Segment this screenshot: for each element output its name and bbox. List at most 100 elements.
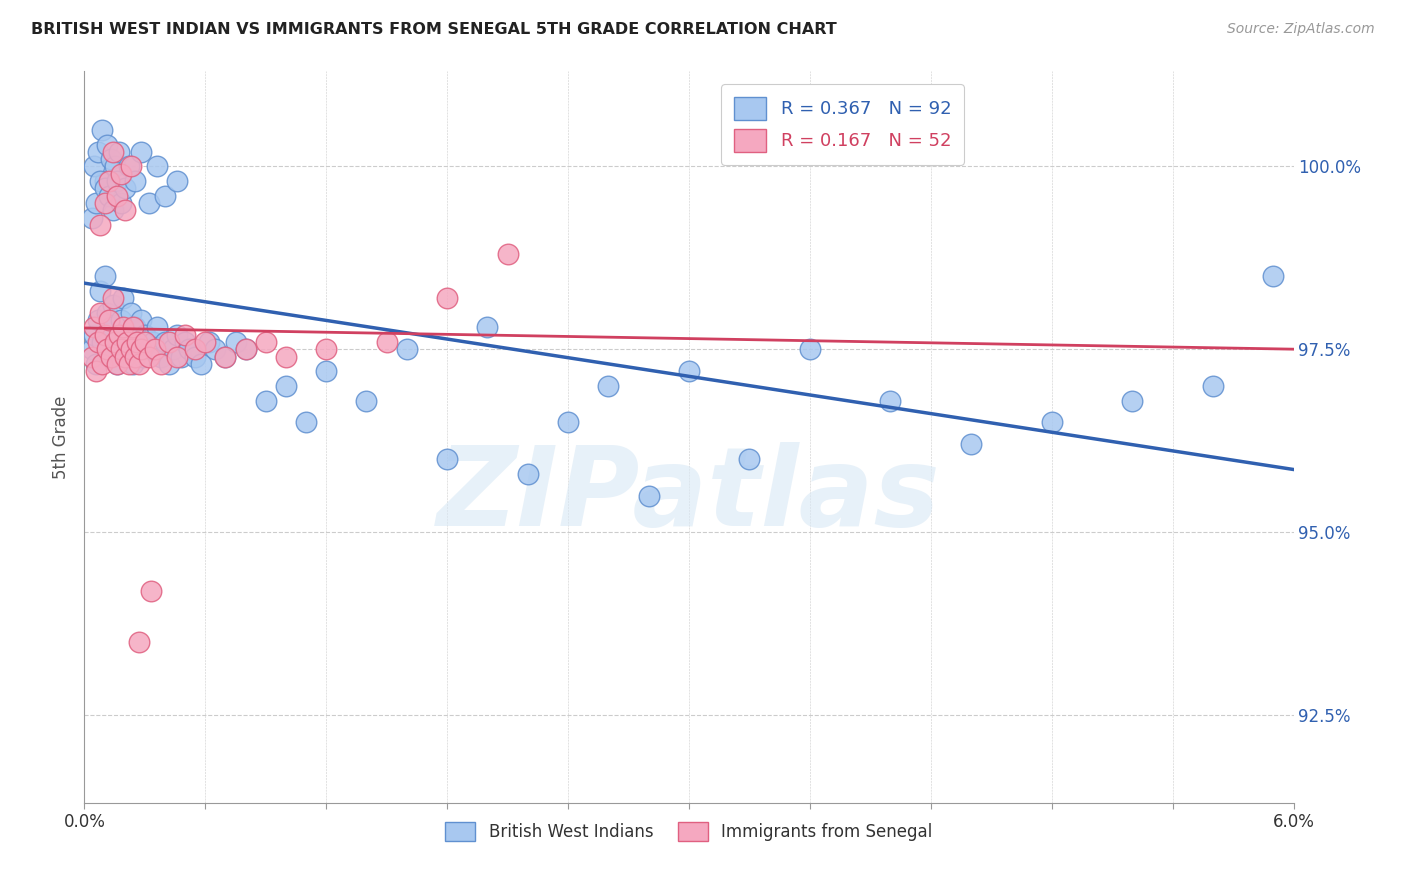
Point [477,320,499,334]
Point [134,334,156,349]
Point [204,343,226,357]
Point [93,174,115,188]
Point [153,188,176,202]
Point [118,334,141,349]
Point [214,350,236,364]
Point [105,188,128,202]
Point [139,583,162,598]
Point [104,334,127,349]
Point [1121,393,1143,408]
Text: Source: ZipAtlas.com: Source: ZipAtlas.com [1227,22,1375,37]
Point [516,467,538,481]
Point [235,343,257,357]
Point [110,167,132,181]
Point [315,364,337,378]
Point [91,123,114,137]
Point [124,174,146,188]
Point [104,160,127,174]
Point [146,320,169,334]
Point [678,364,700,378]
Point [82,343,104,357]
Point [879,393,901,408]
Point [110,313,132,327]
Point [97,174,120,188]
Point [111,291,134,305]
Point [162,343,184,357]
Point [120,160,142,174]
Point [87,313,110,327]
Point [100,152,122,166]
Point [436,452,458,467]
Point [143,343,166,357]
Point [120,343,142,357]
Point [110,343,132,357]
Point [91,357,114,371]
Point [105,357,128,371]
Point [198,334,221,349]
Point [93,327,115,342]
Point [274,350,297,364]
Point [115,334,138,349]
Point [184,350,207,364]
Point [93,181,115,195]
Point [114,327,136,342]
Point [114,203,136,218]
Point [89,174,111,188]
Point [557,416,579,430]
Point [111,320,134,334]
Point [129,145,152,159]
Point [96,137,118,152]
Point [149,350,172,364]
Point [82,211,104,225]
Point [138,350,160,364]
Point [134,327,156,342]
Point [157,357,180,371]
Point [1040,416,1063,430]
Point [114,181,136,195]
Point [356,393,378,408]
Point [101,291,124,305]
Point [254,393,277,408]
Point [89,306,111,320]
Point [124,350,146,364]
Point [97,313,120,327]
Point [496,247,519,261]
Point [214,350,236,364]
Text: ZIPatlas: ZIPatlas [437,442,941,549]
Point [105,357,128,371]
Point [190,357,212,371]
Point [83,320,105,334]
Point [96,306,118,320]
Point [166,174,188,188]
Point [179,343,201,357]
Point [97,350,120,364]
Point [146,160,169,174]
Point [101,145,124,159]
Point [174,327,197,342]
Point [107,145,129,159]
Point [124,320,146,334]
Point [225,334,247,349]
Point [91,334,114,349]
Point [254,334,277,349]
Point [1202,379,1225,393]
Point [138,196,160,211]
Point [128,357,150,371]
Text: BRITISH WEST INDIAN VS IMMIGRANTS FROM SENEGAL 5TH GRADE CORRELATION CHART: BRITISH WEST INDIAN VS IMMIGRANTS FROM S… [31,22,837,37]
Point [184,343,207,357]
Point [170,350,193,364]
Point [104,334,127,349]
Point [738,452,761,467]
Point [110,196,132,211]
Legend: British West Indians, Immigrants from Senegal: British West Indians, Immigrants from Se… [437,814,941,849]
Point [87,334,110,349]
Point [105,174,128,188]
Point [598,379,620,393]
Point [120,306,142,320]
Point [194,334,217,349]
Point [93,269,115,284]
Point [1263,269,1285,284]
Point [395,343,418,357]
Point [274,379,297,393]
Point [315,343,337,357]
